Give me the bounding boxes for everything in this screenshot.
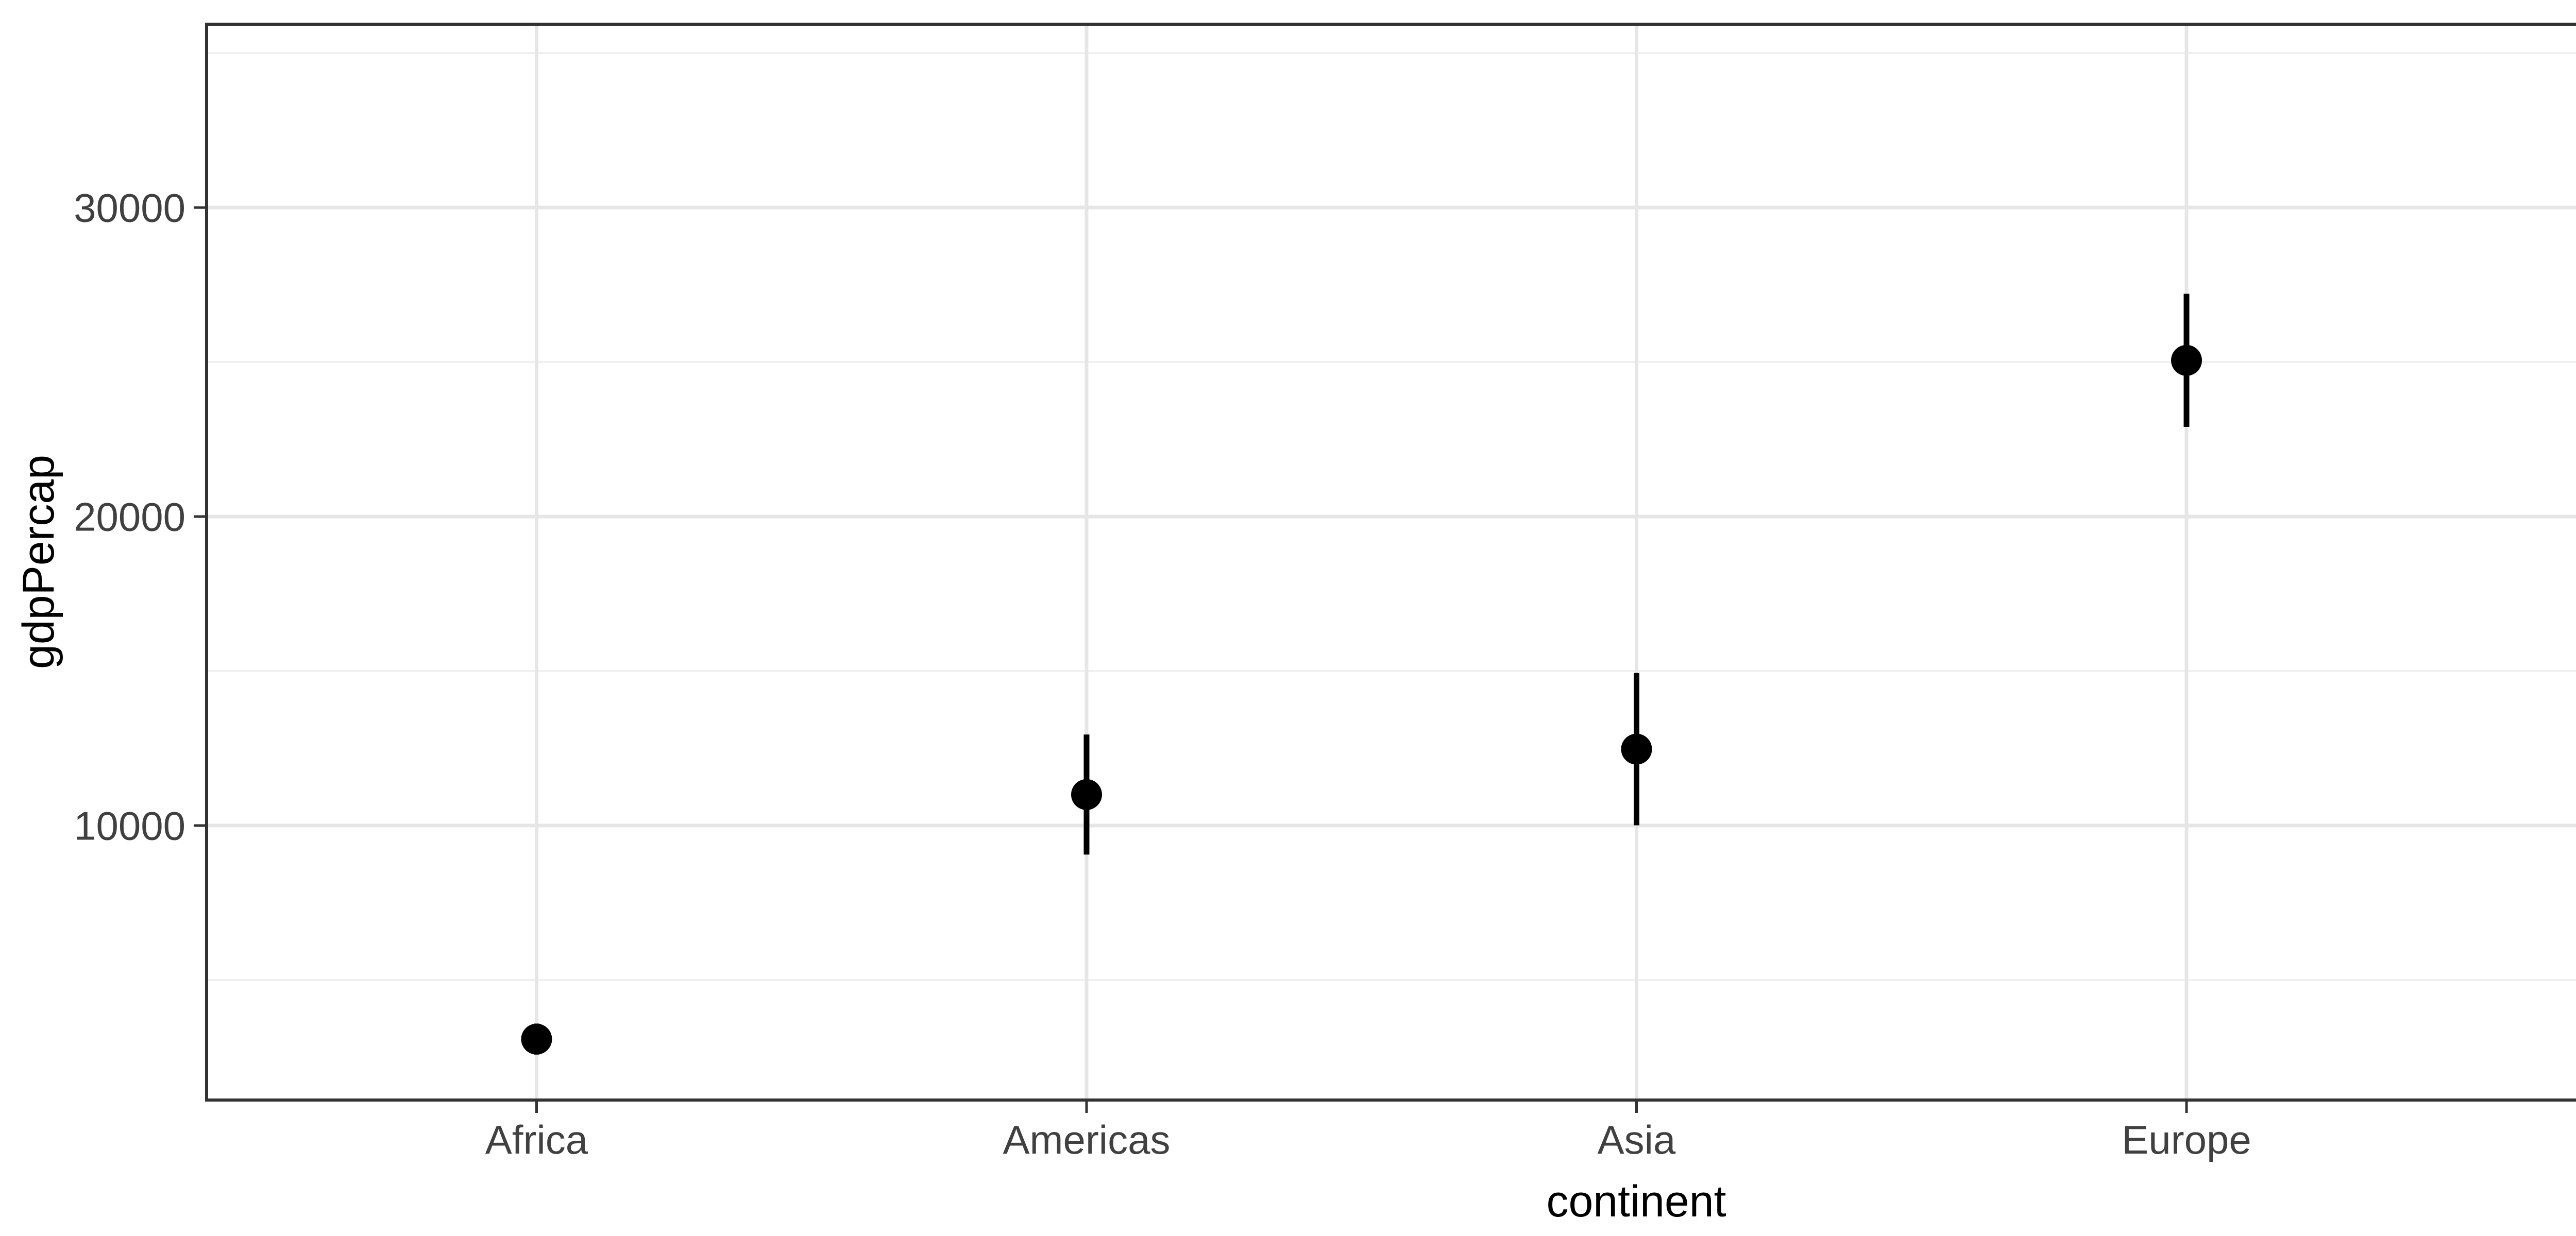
x-tick-label: Europe <box>2122 1117 2251 1162</box>
gridline-layer <box>207 24 2576 1100</box>
panel-layer <box>207 24 2576 1100</box>
mean-point <box>1621 733 1652 765</box>
x-tick-label: Asia <box>1598 1117 1676 1162</box>
x-tick-label: Africa <box>485 1117 588 1162</box>
pointrange-layer <box>521 294 2202 1055</box>
mean-point <box>1071 779 1102 810</box>
x-tick-label: Americas <box>1003 1117 1170 1162</box>
x-axis-title: continent <box>1546 1177 1726 1226</box>
y-tick-label: 20000 <box>74 494 185 539</box>
panel-background <box>207 24 2576 1100</box>
mean-point <box>521 1023 552 1055</box>
y-tick-label: 30000 <box>74 185 185 230</box>
y-axis-title: gdpPercap <box>14 455 63 669</box>
axis-layer: 100002000030000AfricaAmericasAsiaEuropeO… <box>74 185 2251 1162</box>
mean-point <box>2171 345 2202 376</box>
y-tick-label: 10000 <box>74 803 185 848</box>
